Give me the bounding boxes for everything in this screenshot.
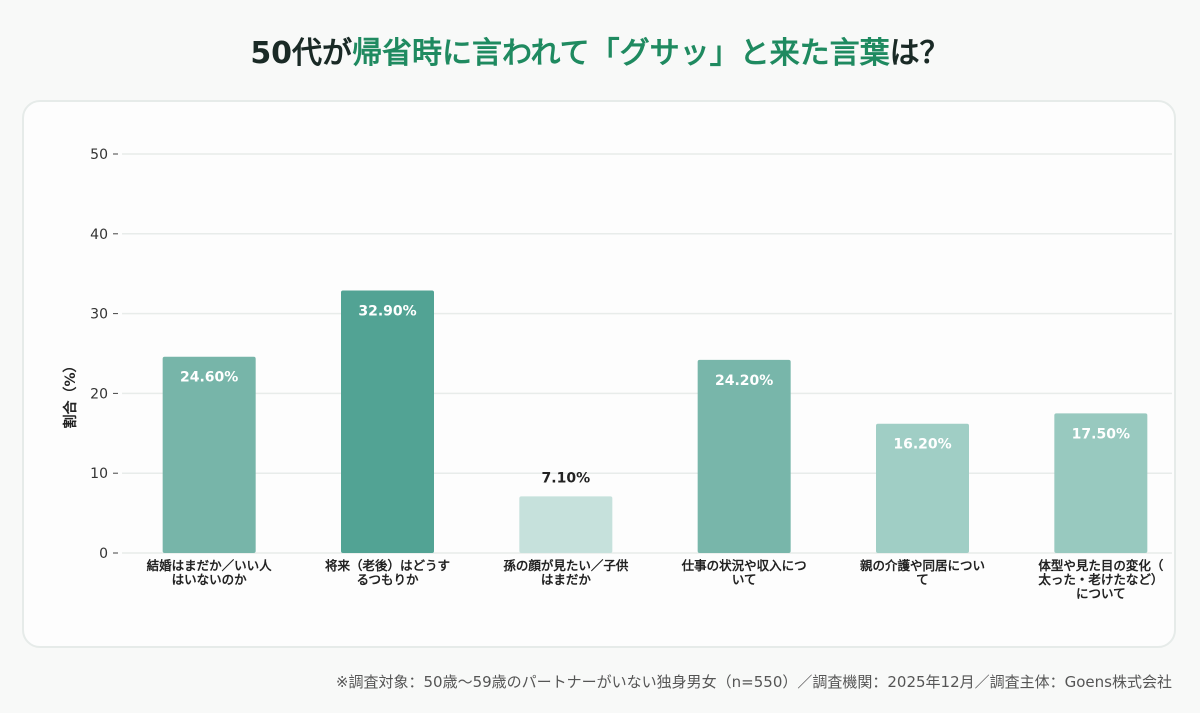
y-tick-label: 0	[99, 546, 108, 562]
y-tick-label: 10	[90, 466, 108, 482]
bar	[697, 359, 791, 553]
x-tick-label: 孫の顔が見たい／子供	[503, 558, 629, 573]
x-tick-label: いて	[732, 572, 757, 587]
data-label: 17.50%	[1072, 426, 1130, 442]
x-tick-label: 親の介護や同居につい	[860, 558, 985, 573]
x-tick-label: るつもりか	[356, 572, 419, 587]
bar	[162, 356, 256, 553]
y-tick-label: 50	[90, 147, 108, 163]
data-label: 16.20%	[893, 437, 951, 453]
data-label: 24.20%	[715, 373, 773, 389]
x-tick-label: 太った・老けたなど）	[1038, 572, 1163, 587]
y-tick-label: 20	[90, 386, 108, 402]
title-highlight: 帰省時に言われて「グサッ」と来た言葉	[352, 36, 890, 71]
data-label: 24.60%	[180, 370, 238, 386]
data-label: 7.10%	[542, 470, 591, 486]
x-tick-label: について	[1076, 586, 1126, 601]
x-tick-label: 体型や見た目の変化（	[1038, 558, 1164, 573]
y-tick-label: 40	[90, 227, 108, 243]
x-tick-label: 仕事の状況や収入につ	[681, 558, 807, 573]
title-part: は？	[889, 36, 950, 71]
x-tick-label: はいないのか	[172, 572, 248, 587]
x-tick-label: 将来（老後）はどうす	[325, 558, 450, 573]
chart-title: 50代が帰省時に言われて「グサッ」と来た言葉は？	[0, 28, 1200, 72]
bar	[341, 290, 434, 553]
x-tick-label: 結婚はまだか／いい人	[147, 558, 273, 573]
bar	[519, 496, 613, 553]
bar	[876, 423, 969, 553]
x-tick-label: はまだか	[541, 572, 592, 587]
x-tick-label: て	[916, 572, 929, 587]
footnote: ※調査対象：50歳〜59歳のパートナーがいない独身男女（n=550）／調査機関：…	[335, 673, 1172, 691]
bar	[1054, 413, 1148, 553]
title-part: 50代が	[250, 36, 353, 71]
y-axis-label: 割合（%）	[62, 358, 79, 428]
y-tick-label: 30	[90, 307, 108, 323]
data-label: 32.90%	[358, 303, 416, 319]
